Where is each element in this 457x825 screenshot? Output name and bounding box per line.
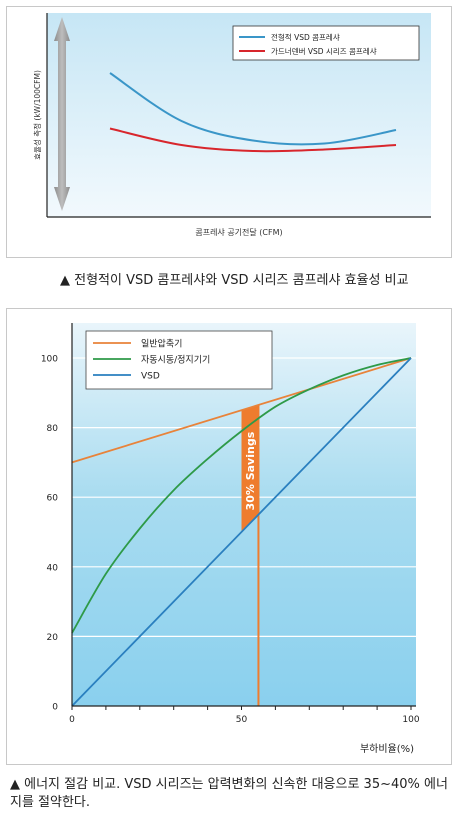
y-tick-label: 0 (52, 703, 58, 713)
legend-box (85, 330, 273, 390)
x-tick-label: 100 (402, 715, 419, 725)
top-chart-caption: ▲ 전형적이 VSD 콤프레샤와 VSD 시리즈 콤프레샤 효율성 비교 (60, 273, 409, 288)
double-arrow-icon (54, 17, 70, 211)
y-axis-label: 효율성 측정 (kW/100CFM) (32, 70, 42, 160)
savings-band (241, 404, 259, 532)
series-group (109, 72, 397, 153)
series-line-3 (71, 357, 412, 707)
x-axis-label: 부하비율(%) (360, 742, 414, 755)
series-line-2 (109, 127, 397, 153)
series-line-2 (71, 357, 412, 634)
series-group (71, 357, 412, 707)
legend-label-2: 자동시동/정지기기 (141, 355, 210, 366)
x-tick-label: 0 (69, 715, 75, 725)
x-axis-label: 콤프레샤 공기전달 (CFM) (195, 227, 282, 237)
y-tick-label: 40 (47, 563, 59, 573)
bottom-chart-caption: ▲ 에너지 절감 비교. VSD 시리즈는 압력변화의 신속한 대응으로 35~… (10, 777, 448, 810)
series-line-1 (109, 72, 397, 146)
legend-label-2: 가드너덴버 VSD 시리즈 콤프레샤 (271, 46, 377, 56)
x-tick-label: 50 (236, 715, 248, 725)
savings-band-group: 30% Savings (241, 404, 260, 706)
legend-box (232, 25, 420, 61)
y-tick-label: 60 (47, 494, 59, 504)
energy-savings-chart: 30% Savings 0 20 40 60 80 100 0 50 100 일반압축기자동시동… (41, 323, 420, 755)
savings-band-label: 30% Savings (244, 431, 257, 510)
ticks: 0 20 40 60 80 100 0 50 100 (41, 355, 420, 726)
legend-label-1: 전형적 VSD 콤프레샤 (271, 32, 340, 42)
legend-label-3: VSD (141, 372, 160, 382)
legend-label-1: 일반압축기 (141, 338, 182, 350)
y-tick-label: 80 (47, 424, 59, 434)
y-tick-label: 20 (47, 633, 59, 643)
series-line-1 (71, 357, 412, 464)
y-tick-label: 100 (41, 355, 58, 365)
